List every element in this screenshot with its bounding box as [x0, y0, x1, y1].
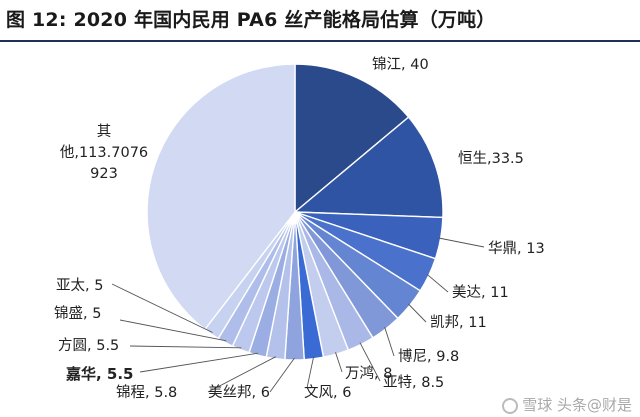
slice-label-12: 嘉华, 5.5: [65, 365, 134, 383]
slice-label-5: 凯邦, 11: [430, 314, 487, 331]
slice-label-8: 万鸿, 8: [345, 365, 392, 382]
slice-label-10: 美丝邦, 6: [208, 384, 270, 401]
slice-label-7: 亚特, 8.5: [383, 374, 444, 391]
pie-slice-2: [293, 116, 444, 219]
slice-label-11: 锦程, 5.8: [116, 384, 177, 401]
leader-line-15: [111, 283, 213, 333]
slice-label-15: 亚太, 5: [56, 277, 103, 294]
leader-line-3: [438, 237, 485, 248]
leader-line-13: [129, 345, 242, 349]
slice-label-4: 美达, 11: [452, 284, 509, 301]
leader-line-5: [408, 303, 427, 323]
slice-label-16: 其他,113.7076 923: [60, 123, 148, 182]
slice-label-1: 锦江, 40: [372, 56, 429, 73]
leader-lines: [111, 237, 485, 393]
watermark: 雪球 头条@财是: [502, 394, 632, 415]
leader-line-4: [426, 273, 449, 293]
title-bar: 图 12: 2020 年国内民用 PA6 丝产能格局估算（万吨）: [0, 0, 640, 42]
leader-line-6: [384, 327, 395, 357]
chart-title: 图 12: 2020 年国内民用 PA6 丝产能格局估算（万吨）: [6, 9, 496, 31]
pie-slice-1: [294, 63, 410, 214]
pie-slice-16: [146, 63, 296, 331]
slice-label-2: 恒生,33.5: [458, 150, 524, 167]
leader-line-10: [269, 357, 295, 393]
leader-line-7: [359, 342, 381, 382]
leader-line-8: [335, 352, 343, 373]
watermark-text: 雪球 头条@财是: [522, 396, 632, 414]
leader-line-9: [306, 356, 315, 389]
pie-slices: [146, 63, 444, 361]
leader-line-11: [207, 356, 277, 393]
leader-line-14: [119, 319, 227, 342]
slice-label-3: 华鼎, 13: [488, 240, 545, 257]
leader-line-12: [139, 352, 259, 373]
slice-label-14: 锦盛, 5: [54, 305, 101, 322]
slice-label-9: 文风, 6: [304, 384, 351, 401]
slice-label-13: 方圆, 5.5: [58, 337, 119, 354]
snowball-logo-icon: [502, 397, 519, 414]
slice-labels: 锦江, 40 恒生,33.5 华鼎, 13 美达, 11 凯邦, 11 博尼, 9.8 亚特…: [54, 56, 545, 401]
slice-label-6: 博尼, 9.8: [398, 348, 459, 365]
